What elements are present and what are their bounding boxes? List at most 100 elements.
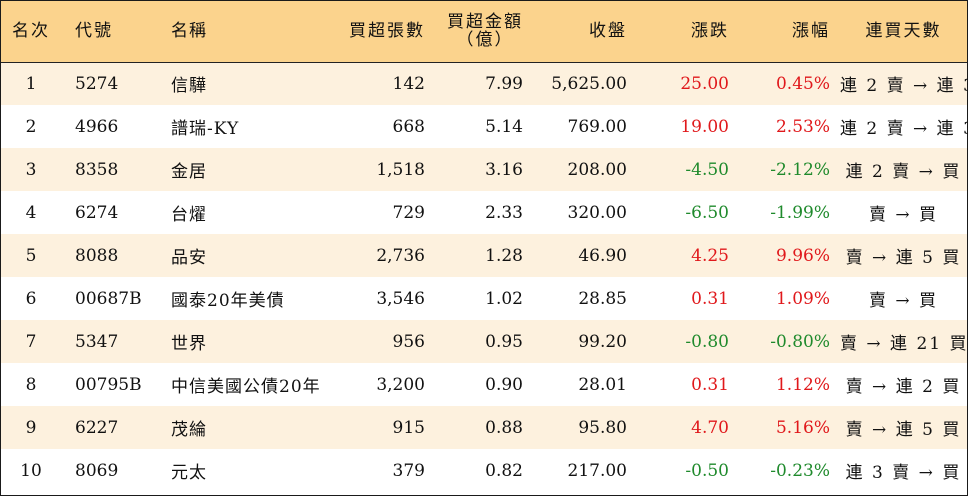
table-row[interactable]: 9 6227 茂綸 915 0.88 95.80 4.70 5.16% 賣 → 連 5 買 — [1, 406, 967, 449]
table-row[interactable]: 7 5347 世界 956 0.95 99.20 -0.80 -0.80% 賣 → 連 21 買 — [1, 320, 967, 363]
row-change-pct: -0.23% — [770, 460, 830, 481]
row-change: 0.31 — [691, 374, 729, 395]
header-name[interactable]: 名稱 — [171, 21, 207, 42]
row-change-pct: 2.53% — [775, 116, 830, 137]
row-code: 5274 — [75, 73, 119, 94]
row-close: 28.85 — [578, 288, 627, 309]
row-change-pct: 0.45% — [775, 73, 830, 94]
row-change: -4.50 — [685, 159, 729, 180]
row-net-buy-shares: 379 — [392, 460, 425, 481]
row-name: 台燿 — [171, 205, 207, 225]
row-consecutive-days: 賣 → 連 5 買 — [845, 248, 962, 268]
row-net-buy-shares: 2,736 — [376, 245, 425, 266]
header-code[interactable]: 代號 — [75, 21, 113, 42]
row-close: 46.90 — [578, 245, 627, 266]
header-net-buy-shares[interactable]: 買超張數 — [349, 21, 425, 42]
row-net-buy-shares: 3,546 — [376, 288, 425, 309]
row-net-buy-shares: 956 — [392, 331, 425, 352]
row-name: 金居 — [171, 162, 207, 182]
table-row[interactable]: 6 00687B 國泰20年美債 3,546 1.02 28.85 0.31 1.09% 賣 →… — [1, 277, 967, 320]
row-change: 4.25 — [691, 245, 729, 266]
row-change: 4.70 — [691, 417, 729, 438]
row-code: 6227 — [75, 417, 119, 438]
row-name: 國泰20年美債 — [171, 291, 285, 311]
row-change-pct: 1.09% — [775, 288, 830, 309]
row-net-buy-amount: 7.99 — [485, 73, 523, 94]
row-change-pct: -0.80% — [770, 331, 830, 352]
row-net-buy-amount: 1.28 — [485, 245, 523, 266]
row-net-buy-amount: 1.02 — [485, 288, 523, 309]
row-net-buy-shares: 915 — [392, 417, 425, 438]
row-name: 譜瑞-KY — [171, 119, 240, 139]
row-rank: 4 — [25, 202, 37, 223]
row-change-pct: -1.99% — [770, 202, 830, 223]
row-change-pct: 1.12% — [775, 374, 830, 395]
header-net-buy-amount[interactable]: 買超金額 （億） — [437, 1, 537, 62]
row-code: 8358 — [75, 159, 119, 180]
row-consecutive-days: 賣 → 連 21 買 — [840, 334, 968, 354]
row-rank: 5 — [25, 245, 37, 266]
table-row[interactable]: 3 8358 金居 1,518 3.16 208.00 -4.50 -2.12% 連 2 賣 →… — [1, 148, 967, 191]
row-name: 中信美國公債20年 — [171, 377, 321, 397]
row-net-buy-amount: 0.82 — [485, 460, 523, 481]
header-rank[interactable]: 名次 — [12, 21, 50, 42]
row-consecutive-days: 賣 → 連 2 買 — [845, 377, 962, 397]
table-row[interactable]: 2 4966 譜瑞-KY 668 5.14 769.00 19.00 2.53% 連 2 賣 →… — [1, 105, 968, 148]
row-consecutive-days: 連 2 賣 → 買 — [845, 162, 962, 182]
row-rank: 8 — [25, 374, 37, 395]
row-rank: 2 — [25, 116, 37, 137]
row-net-buy-amount: 3.16 — [485, 159, 523, 180]
row-consecutive-days: 賣 → 連 5 買 — [845, 420, 962, 440]
row-change: 19.00 — [680, 116, 729, 137]
row-close: 320.00 — [567, 202, 627, 223]
row-code: 4966 — [75, 116, 119, 137]
row-name: 元太 — [171, 463, 207, 483]
row-net-buy-amount: 0.88 — [485, 417, 523, 438]
header-net-buy-amount-unit: （億） — [456, 30, 514, 51]
row-rank: 9 — [25, 417, 37, 438]
row-name: 世界 — [171, 334, 207, 354]
row-code: 6274 — [75, 202, 119, 223]
table-row[interactable]: 10 8069 元太 379 0.82 217.00 -0.50 -0.23% 連 3 賣 → … — [1, 449, 967, 492]
header-change[interactable]: 漲跌 — [691, 21, 729, 42]
row-code: 00687B — [75, 288, 142, 309]
row-net-buy-shares: 1,518 — [376, 159, 425, 180]
row-close: 769.00 — [567, 116, 627, 137]
row-name: 品安 — [171, 248, 207, 268]
row-change: 25.00 — [680, 73, 729, 94]
row-close: 208.00 — [567, 159, 627, 180]
table-row[interactable]: 1 5274 信驊 142 7.99 5,625.00 25.00 0.45% 連 2 賣 → … — [1, 62, 968, 105]
row-net-buy-amount: 0.90 — [485, 374, 523, 395]
row-code: 8069 — [75, 460, 119, 481]
row-close: 99.20 — [578, 331, 627, 352]
row-code: 8088 — [75, 245, 119, 266]
table-row[interactable]: 4 6274 台燿 729 2.33 320.00 -6.50 -1.99% 賣 → 買 — [1, 191, 967, 234]
row-change-pct: 5.16% — [775, 417, 830, 438]
row-rank: 1 — [25, 73, 37, 94]
row-change-pct: -2.12% — [770, 159, 830, 180]
row-net-buy-shares: 729 — [392, 202, 425, 223]
row-net-buy-amount: 2.33 — [485, 202, 523, 223]
row-consecutive-days: 連 2 賣 → 連 3 買 — [840, 76, 968, 97]
row-change: -6.50 — [685, 202, 729, 223]
row-net-buy-shares: 668 — [392, 116, 425, 137]
row-name: 信驊 — [171, 76, 207, 97]
row-net-buy-shares: 142 — [392, 73, 425, 94]
row-close: 95.80 — [578, 417, 627, 438]
header-close[interactable]: 收盤 — [589, 21, 627, 42]
header-consecutive-days[interactable]: 連買天數 — [865, 21, 942, 42]
table-header-row: 名次 代號 名稱 買超張數 買超金額 （億） 收盤 漲跌 漲幅 連買天數 — [1, 1, 967, 62]
row-consecutive-days: 連 2 賣 → 連 3 買 — [840, 119, 968, 139]
row-net-buy-amount: 0.95 — [485, 331, 523, 352]
row-close: 28.01 — [578, 374, 627, 395]
row-close: 5,625.00 — [551, 73, 627, 94]
row-consecutive-days: 賣 → 買 — [868, 291, 939, 311]
table-row[interactable]: 8 00795B 中信美國公債20年 3,200 0.90 28.01 0.31 1.12% 賣… — [1, 363, 967, 406]
table-row[interactable]: 5 8088 品安 2,736 1.28 46.90 4.25 9.96% 賣 → 連 5 買 — [1, 234, 967, 277]
header-net-buy-amount-line1: 買超金額 — [447, 12, 523, 33]
row-change: -0.50 — [685, 460, 729, 481]
header-change-pct[interactable]: 漲幅 — [792, 21, 830, 42]
row-close: 217.00 — [567, 460, 627, 481]
row-consecutive-days: 連 3 賣 → 買 — [845, 463, 962, 483]
